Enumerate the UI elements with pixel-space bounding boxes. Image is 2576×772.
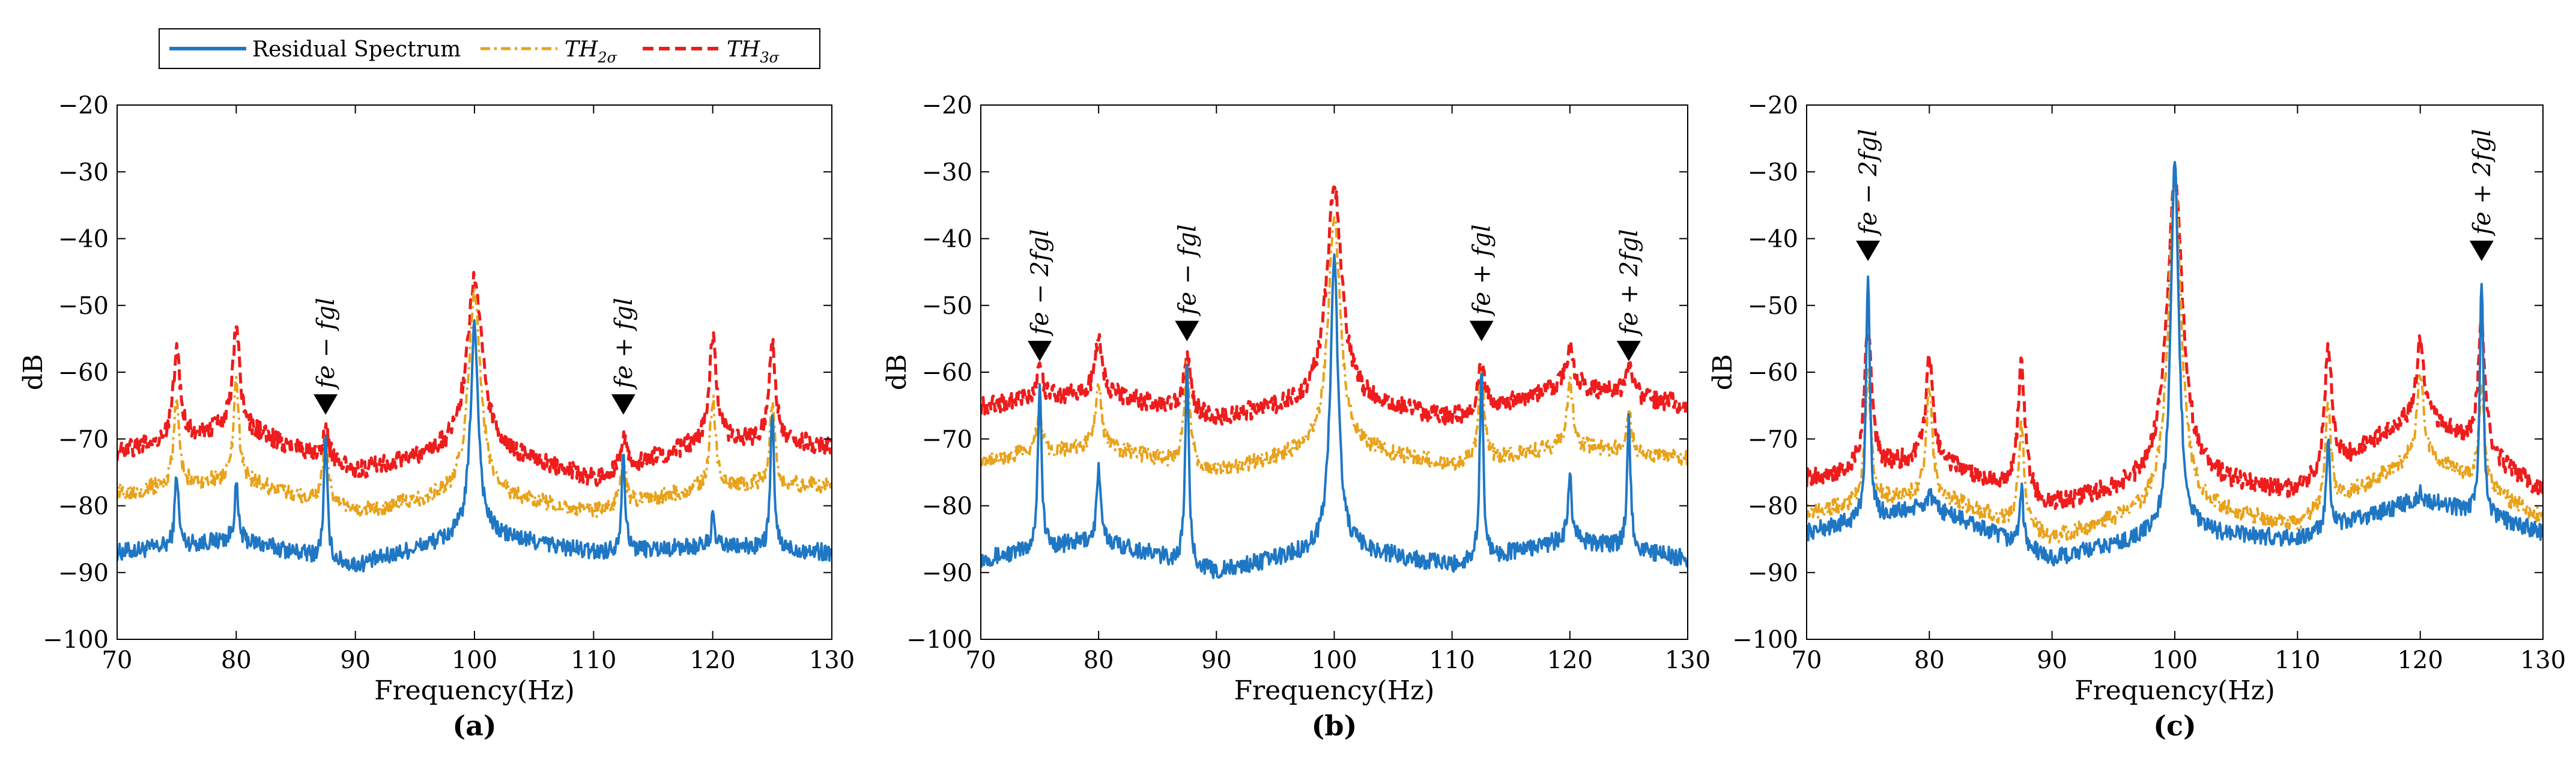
- y-tick-label: −40: [1748, 226, 1798, 253]
- x-tick-label: 90: [2037, 647, 2067, 674]
- annotation-marker: [314, 394, 338, 415]
- y-tick-label: −30: [1748, 158, 1798, 186]
- y-tick-label: −90: [1748, 559, 1798, 587]
- panels: 70 80 90 100 110 120 130 −20 −30 −40 −50 −60 −70 −80 −…: [18, 92, 2566, 742]
- y-tick-label: −20: [922, 92, 972, 119]
- panel-label: (a): [452, 710, 496, 742]
- x-tick-label: 80: [1914, 647, 1945, 674]
- x-tick-label: 130: [809, 647, 855, 674]
- y-tick-label: −30: [58, 158, 109, 186]
- annotation-label: fe − 2fgl: [1855, 129, 1882, 237]
- legend-th3-label: TH3σ: [727, 37, 780, 66]
- x-tick-label: 110: [571, 647, 616, 674]
- y-axis-title: dB: [882, 354, 912, 391]
- y-tick-label: −80: [1748, 493, 1798, 520]
- x-tick-label: 120: [1547, 647, 1593, 674]
- x-tick-label: 70: [102, 647, 133, 674]
- annotation-marker: [1856, 240, 1880, 261]
- y-tick-label: −100: [1732, 626, 1798, 654]
- y-tick-label: −20: [58, 92, 109, 119]
- x-tick-label: 120: [2397, 647, 2443, 674]
- chart-panel: 70 80 90 100 110 120 130 −20 −30 −40 −50 −60 −70 −80 −…: [18, 92, 855, 742]
- series-group: [981, 185, 1688, 579]
- legend-th2-sub: 2σ: [597, 49, 617, 66]
- chart-panel: 70 80 90 100 110 120 130 −20 −30 −40 −50 −60 −70 −80 −…: [882, 92, 1711, 742]
- x-tick-label: 110: [1429, 647, 1474, 674]
- series-line: [1807, 161, 2543, 567]
- legend-th3-sub: 3σ: [760, 49, 779, 66]
- series-line: [981, 185, 1688, 427]
- series-line: [1807, 176, 2543, 511]
- annotation-label: fe + 2fgl: [2468, 129, 2496, 237]
- legend: Residual Spectrum TH2σ TH3σ: [159, 28, 820, 69]
- y-tick-label: −90: [58, 559, 109, 587]
- y-tick-label: −40: [922, 226, 972, 253]
- y-tick-label: −90: [922, 559, 972, 587]
- annotation-marker: [611, 394, 635, 415]
- y-axis-title: dB: [1708, 354, 1738, 391]
- panel-label: (b): [1312, 710, 1357, 742]
- y-tick-label: −60: [1748, 359, 1798, 387]
- x-tick-label: 90: [340, 647, 371, 674]
- x-tick-label: 130: [2520, 647, 2566, 674]
- y-tick-label: −70: [1748, 426, 1798, 453]
- annotation-marker: [1175, 321, 1199, 342]
- y-tick-label: −50: [58, 292, 109, 320]
- panel-label: (c): [2153, 710, 2196, 742]
- annotation-label: fe + fgl: [1468, 225, 1496, 317]
- x-tick-label: 70: [1792, 647, 1822, 674]
- y-tick-label: −40: [58, 226, 109, 253]
- annotation-label: fe + fgl: [610, 298, 638, 390]
- series-group: [1807, 161, 2543, 567]
- y-tick-label: −70: [58, 426, 109, 453]
- legend-th3-text: TH: [727, 37, 760, 62]
- x-tick-label: 80: [1083, 647, 1114, 674]
- x-axis-title: Frequency(Hz): [374, 675, 575, 706]
- x-axis-title: Frequency(Hz): [1234, 675, 1435, 706]
- y-tick-label: −80: [58, 493, 109, 520]
- y-tick-label: −70: [922, 426, 972, 453]
- annotation-label: fe − fgl: [1174, 225, 1201, 317]
- x-tick-label: 100: [452, 647, 497, 674]
- y-tick-label: −80: [922, 493, 972, 520]
- chart-panel: 70 80 90 100 110 120 130 −20 −30 −40 −50 −60 −70 −80 −…: [1708, 92, 2566, 742]
- legend-th2-label: TH2σ: [565, 37, 617, 66]
- x-tick-label: 110: [2274, 647, 2320, 674]
- series-line: [117, 319, 832, 573]
- x-tick-label: 70: [966, 647, 996, 674]
- y-tick-label: −50: [1748, 292, 1798, 320]
- series-line: [981, 216, 1688, 477]
- annotation-marker: [2469, 240, 2494, 261]
- x-tick-label: 130: [1665, 647, 1711, 674]
- series-line: [1807, 177, 2543, 544]
- legend-th2-text: TH: [565, 37, 598, 62]
- y-axis-title: dB: [18, 354, 49, 391]
- y-tick-label: −100: [906, 626, 972, 654]
- x-tick-label: 80: [221, 647, 252, 674]
- x-tick-label: 100: [1311, 647, 1357, 674]
- series-line: [981, 253, 1688, 579]
- y-tick-label: −60: [58, 359, 109, 387]
- x-axis-title: Frequency(Hz): [2074, 675, 2275, 706]
- x-tick-label: 100: [2152, 647, 2198, 674]
- legend-residual-label: Residual Spectrum: [252, 37, 461, 62]
- y-tick-label: −60: [922, 359, 972, 387]
- annotation-label: fe − fgl: [312, 298, 340, 390]
- annotation-marker: [1616, 340, 1641, 361]
- y-tick-label: −30: [922, 158, 972, 186]
- y-tick-label: −100: [43, 626, 109, 654]
- annotation-marker: [1028, 340, 1052, 361]
- x-tick-label: 90: [1201, 647, 1232, 674]
- annotation-label: fe + 2fgl: [1616, 229, 1643, 337]
- y-tick-label: −50: [922, 292, 972, 320]
- series-group: [117, 271, 832, 573]
- series-line: [117, 271, 832, 487]
- x-tick-label: 120: [689, 647, 735, 674]
- annotation-label: fe − 2fgl: [1026, 229, 1054, 337]
- y-tick-label: −20: [1748, 92, 1798, 119]
- plot-frame: [117, 104, 832, 640]
- annotation-marker: [1469, 321, 1494, 342]
- series-line: [117, 287, 832, 518]
